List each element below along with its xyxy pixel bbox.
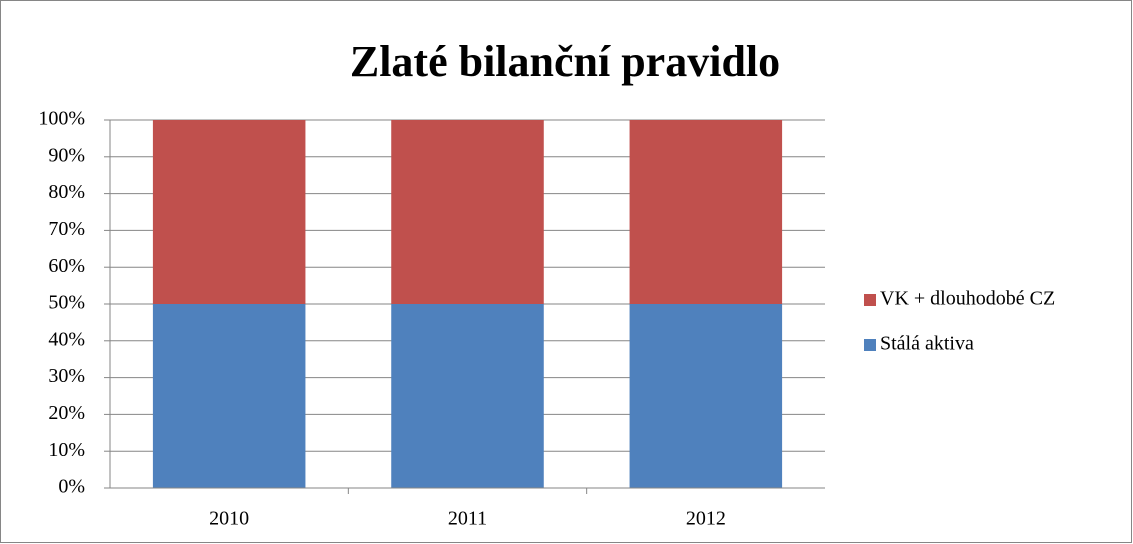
y-tick-label: 100%: [38, 108, 85, 130]
legend-label: VK + dlouhodobé CZ: [880, 288, 1055, 310]
legend-swatch: [864, 294, 876, 306]
y-tick-label: 0%: [58, 476, 85, 498]
y-tick-label: 30%: [48, 365, 85, 387]
y-tick-label: 20%: [48, 402, 85, 424]
bar-segment: [152, 120, 306, 304]
y-tick-label: 10%: [48, 439, 85, 461]
y-tick-label: 90%: [48, 144, 85, 166]
bar-segment: [629, 304, 783, 488]
x-tick-label: 2011: [448, 508, 487, 530]
legend-swatch: [864, 339, 876, 351]
bar-segment: [629, 120, 783, 304]
y-tick-label: 70%: [48, 218, 85, 240]
chart-title: Zlaté bilanční pravidlo: [350, 37, 780, 86]
y-tick-label: 60%: [48, 255, 85, 277]
y-tick-label: 40%: [48, 328, 85, 350]
y-tick-label: 80%: [48, 181, 85, 203]
bar-segment: [391, 120, 544, 304]
y-tick-label: 50%: [48, 292, 85, 314]
bar-segment: [152, 304, 306, 488]
legend-label: Stálá aktiva: [880, 333, 974, 355]
bar-segment: [391, 304, 544, 488]
x-tick-label: 2012: [686, 508, 726, 530]
x-tick-label: 2010: [209, 508, 249, 530]
